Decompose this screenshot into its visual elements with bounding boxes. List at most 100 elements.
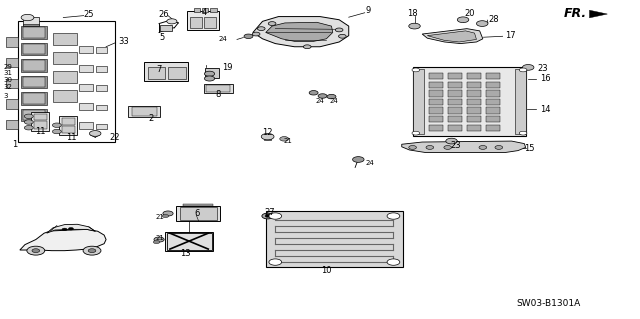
Bar [486,108,500,114]
Polygon shape [428,31,476,42]
Circle shape [68,227,74,230]
Bar [193,8,200,12]
Polygon shape [20,229,106,251]
Text: 6: 6 [194,209,200,218]
Bar [515,69,526,134]
Circle shape [519,131,527,135]
Circle shape [387,259,400,265]
Bar [467,82,481,88]
Bar [23,27,45,38]
Circle shape [327,94,336,99]
Circle shape [409,23,420,29]
Bar [148,67,166,79]
Circle shape [204,71,214,76]
Bar [448,108,462,114]
Bar [31,112,49,131]
Polygon shape [47,224,95,233]
Circle shape [32,249,40,253]
Polygon shape [422,29,483,44]
Bar [79,122,93,129]
Bar [18,21,115,142]
Text: 30: 30 [4,77,13,83]
Circle shape [265,215,270,217]
Text: 18: 18 [407,9,418,18]
Bar [205,68,219,78]
Text: 32: 32 [4,84,13,90]
Bar [448,99,462,105]
Bar [23,44,45,54]
Text: 2: 2 [148,114,154,123]
Circle shape [244,34,253,39]
Circle shape [83,246,101,255]
Bar [21,109,47,122]
Text: 27: 27 [265,208,275,217]
Circle shape [426,145,434,149]
Bar [467,73,481,79]
Circle shape [163,214,169,218]
Circle shape [318,94,327,98]
Bar [467,108,481,114]
Bar [204,17,216,28]
Text: 16: 16 [540,74,551,83]
Text: 3: 3 [4,93,8,99]
Text: 12: 12 [262,128,273,137]
Circle shape [257,27,265,31]
Circle shape [269,259,282,265]
Bar [6,78,18,88]
Text: 31: 31 [4,70,13,76]
Bar [486,82,500,88]
Text: 17: 17 [505,31,516,40]
Polygon shape [266,22,333,41]
Text: 10: 10 [321,266,332,275]
Bar [53,90,77,102]
Text: 29: 29 [4,64,13,70]
Bar [6,58,18,67]
Bar [23,110,45,121]
Text: 14: 14 [540,105,551,114]
Bar [53,71,77,83]
Bar [79,65,93,72]
Circle shape [479,145,486,149]
Bar [413,67,526,136]
Bar [210,8,216,12]
Text: 20: 20 [465,9,475,18]
Bar [96,48,108,53]
Circle shape [262,213,273,219]
Bar [486,99,500,105]
Bar [23,77,45,87]
Bar [179,207,216,220]
Bar [23,24,39,26]
Bar [167,233,212,250]
Circle shape [52,123,61,127]
Circle shape [24,120,33,124]
Bar [266,211,403,267]
Bar [486,73,500,79]
Text: 22: 22 [109,133,120,142]
Circle shape [495,145,502,149]
Bar [189,17,202,28]
Bar [204,84,232,93]
Text: 15: 15 [524,144,535,153]
Circle shape [62,228,67,231]
Bar [264,137,271,140]
Bar [187,11,219,30]
Circle shape [522,64,534,70]
Bar [429,82,443,88]
Bar [6,37,18,47]
Bar [21,76,47,88]
Bar [206,85,230,92]
Text: 24: 24 [330,98,339,104]
Circle shape [90,130,101,136]
Bar [413,69,424,134]
Bar [62,118,75,124]
Text: 13: 13 [180,249,191,258]
Circle shape [519,68,527,72]
Bar [467,124,481,131]
Bar [486,90,500,97]
Bar [429,73,443,79]
Bar [96,66,108,72]
Bar [23,17,39,26]
Text: FR.: FR. [564,7,587,20]
Text: 28: 28 [488,15,499,24]
Circle shape [24,125,33,130]
